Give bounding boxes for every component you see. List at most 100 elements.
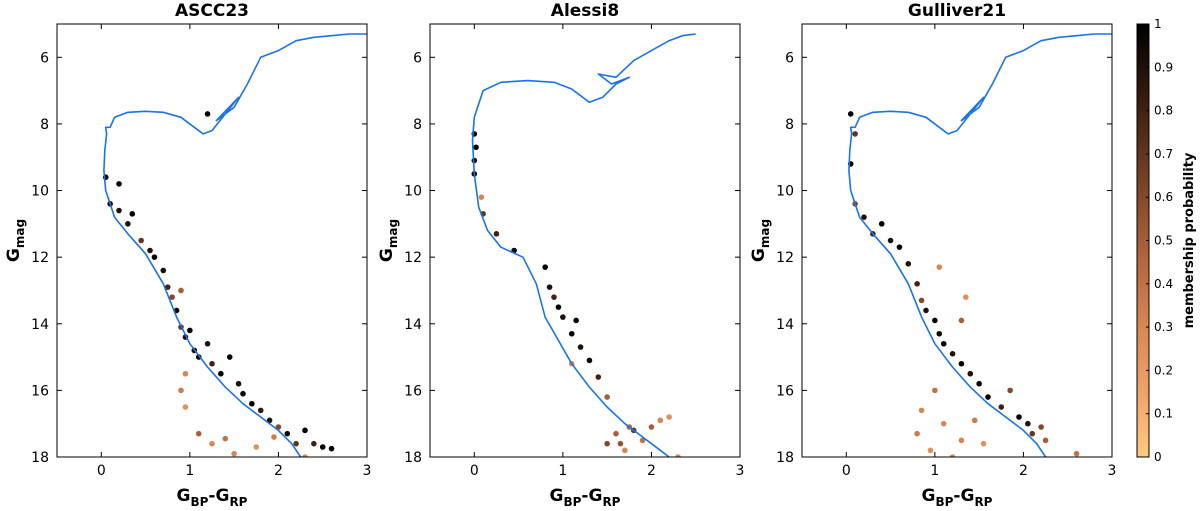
data-point bbox=[958, 437, 965, 444]
y-tick-label: 8 bbox=[40, 117, 49, 133]
data-point bbox=[311, 440, 317, 447]
x-tick-label: 3 bbox=[736, 463, 745, 479]
data-point bbox=[253, 444, 260, 450]
x-tick-label: 2 bbox=[274, 463, 283, 479]
data-point bbox=[302, 454, 308, 457]
x-tick-label: 3 bbox=[363, 463, 372, 479]
data-point bbox=[905, 261, 912, 267]
data-point bbox=[1029, 430, 1036, 437]
y-axis-label: Gmag bbox=[4, 219, 27, 262]
data-point bbox=[604, 394, 610, 400]
x-tick-label: 0 bbox=[842, 463, 851, 479]
data-point bbox=[478, 194, 485, 200]
data-point bbox=[129, 211, 136, 217]
colorbar-label: membership probability bbox=[1182, 152, 1197, 328]
data-point bbox=[998, 404, 1005, 410]
data-point bbox=[847, 111, 854, 117]
data-point bbox=[1016, 414, 1022, 420]
x-tick-label: 2 bbox=[1019, 463, 1028, 479]
plot-area bbox=[102, 33, 367, 457]
x-axis-label: GBP-GRP bbox=[177, 486, 248, 509]
data-point bbox=[1073, 450, 1080, 457]
x-tick-label: 2 bbox=[647, 463, 656, 479]
data-point bbox=[235, 380, 242, 387]
colorbar-tick-label: 0.1 bbox=[1154, 407, 1173, 421]
y-tick-label: 10 bbox=[31, 184, 49, 200]
data-point bbox=[240, 390, 246, 397]
colorbar-tick-label: 0.2 bbox=[1154, 363, 1173, 377]
y-tick-label: 12 bbox=[776, 250, 794, 266]
data-point bbox=[151, 254, 158, 260]
data-point bbox=[980, 440, 987, 447]
colorbar-tick-label: 0.7 bbox=[1154, 147, 1173, 161]
x-tick-label: 1 bbox=[185, 463, 194, 479]
data-point bbox=[1042, 437, 1049, 444]
data-point bbox=[617, 440, 624, 447]
data-point bbox=[222, 435, 229, 442]
data-point bbox=[923, 307, 929, 314]
isochrone-upper-line bbox=[471, 33, 696, 174]
colorbar-tick-label: 0.5 bbox=[1154, 234, 1173, 248]
data-point bbox=[958, 317, 965, 324]
data-point bbox=[573, 317, 579, 324]
data-point bbox=[887, 237, 894, 244]
y-tick-label: 10 bbox=[776, 184, 794, 200]
data-point bbox=[604, 440, 610, 447]
plot-area bbox=[471, 33, 696, 457]
data-point bbox=[1038, 424, 1044, 430]
data-point bbox=[918, 297, 925, 304]
data-point bbox=[116, 181, 122, 187]
data-point bbox=[493, 231, 500, 237]
y-tick-label: 6 bbox=[785, 50, 794, 66]
colorbar-tick-label: 0.8 bbox=[1154, 104, 1173, 118]
data-point bbox=[936, 264, 943, 270]
data-point bbox=[861, 214, 867, 220]
x-tick-label: 1 bbox=[930, 463, 939, 479]
y-tick-label: 16 bbox=[776, 383, 794, 399]
colorbar-tick-label: 0 bbox=[1154, 450, 1162, 464]
y-tick-label: 8 bbox=[413, 117, 422, 133]
x-tick-label: 0 bbox=[470, 463, 479, 479]
data-point bbox=[958, 360, 965, 367]
data-point bbox=[940, 420, 947, 427]
colorbar-tick-label: 0.3 bbox=[1154, 320, 1173, 334]
data-point bbox=[560, 314, 566, 320]
data-point bbox=[675, 454, 681, 457]
y-axis-label: Gmag bbox=[749, 219, 772, 262]
x-tick-label: 1 bbox=[558, 463, 567, 479]
data-point bbox=[936, 330, 943, 337]
data-point bbox=[116, 207, 122, 214]
y-tick-label: 14 bbox=[404, 317, 422, 333]
data-point bbox=[160, 267, 167, 274]
data-point bbox=[949, 350, 956, 357]
data-point bbox=[896, 244, 903, 250]
data-point bbox=[949, 454, 956, 457]
data-point bbox=[568, 330, 575, 337]
colorbar: 0 0.1 0.2 0.3 0.4 0.5 0.6 0.7 0.8 0.9 1 membership … bbox=[1136, 17, 1197, 464]
y-tick-label: 18 bbox=[31, 450, 49, 466]
y-tick-label: 18 bbox=[404, 450, 422, 466]
y-tick-label: 12 bbox=[31, 250, 49, 266]
x-axis-label: GBP-GRP bbox=[922, 486, 993, 509]
y-tick-label: 16 bbox=[31, 383, 49, 399]
data-point bbox=[976, 380, 982, 387]
data-point bbox=[914, 430, 920, 437]
isochrone-upper-line bbox=[103, 33, 367, 191]
data-point bbox=[932, 387, 938, 394]
data-point bbox=[963, 294, 969, 300]
axes-frame bbox=[56, 23, 368, 458]
data-point bbox=[666, 414, 672, 420]
data-point bbox=[293, 440, 299, 447]
data-point bbox=[940, 340, 947, 347]
x-tick-label: 3 bbox=[1108, 463, 1117, 479]
data-point bbox=[985, 394, 991, 400]
data-point bbox=[551, 294, 557, 300]
y-tick-label: 8 bbox=[785, 117, 794, 133]
data-point bbox=[657, 417, 664, 424]
data-point bbox=[613, 430, 619, 437]
data-point bbox=[218, 370, 224, 377]
